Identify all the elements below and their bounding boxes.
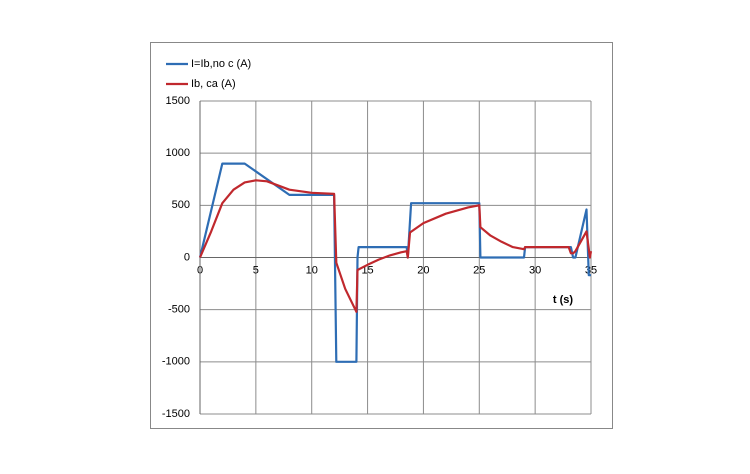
legend-label: I=Ib,no c (A) bbox=[191, 58, 251, 70]
chart-frame bbox=[150, 42, 613, 429]
x-tick-label: 30 bbox=[529, 264, 541, 276]
y-tick-label: -500 bbox=[168, 304, 190, 316]
x-tick-label: 5 bbox=[253, 264, 259, 276]
x-tick-label: 10 bbox=[306, 264, 318, 276]
x-axis-label: t (s) bbox=[553, 294, 574, 306]
series-line bbox=[198, 179, 593, 313]
y-tick-label: -1000 bbox=[162, 356, 190, 368]
y-tick-label: 0 bbox=[184, 251, 190, 263]
y-tick-label: 500 bbox=[172, 199, 190, 211]
x-tick-label: 25 bbox=[473, 264, 485, 276]
legend-label: Ib, ca (A) bbox=[191, 78, 236, 90]
y-tick-label: 1500 bbox=[166, 95, 190, 107]
y-tick-label: -1500 bbox=[162, 408, 190, 420]
y-tick-label: 1000 bbox=[166, 147, 190, 159]
series-line bbox=[198, 162, 591, 363]
x-tick-label: 20 bbox=[417, 264, 429, 276]
